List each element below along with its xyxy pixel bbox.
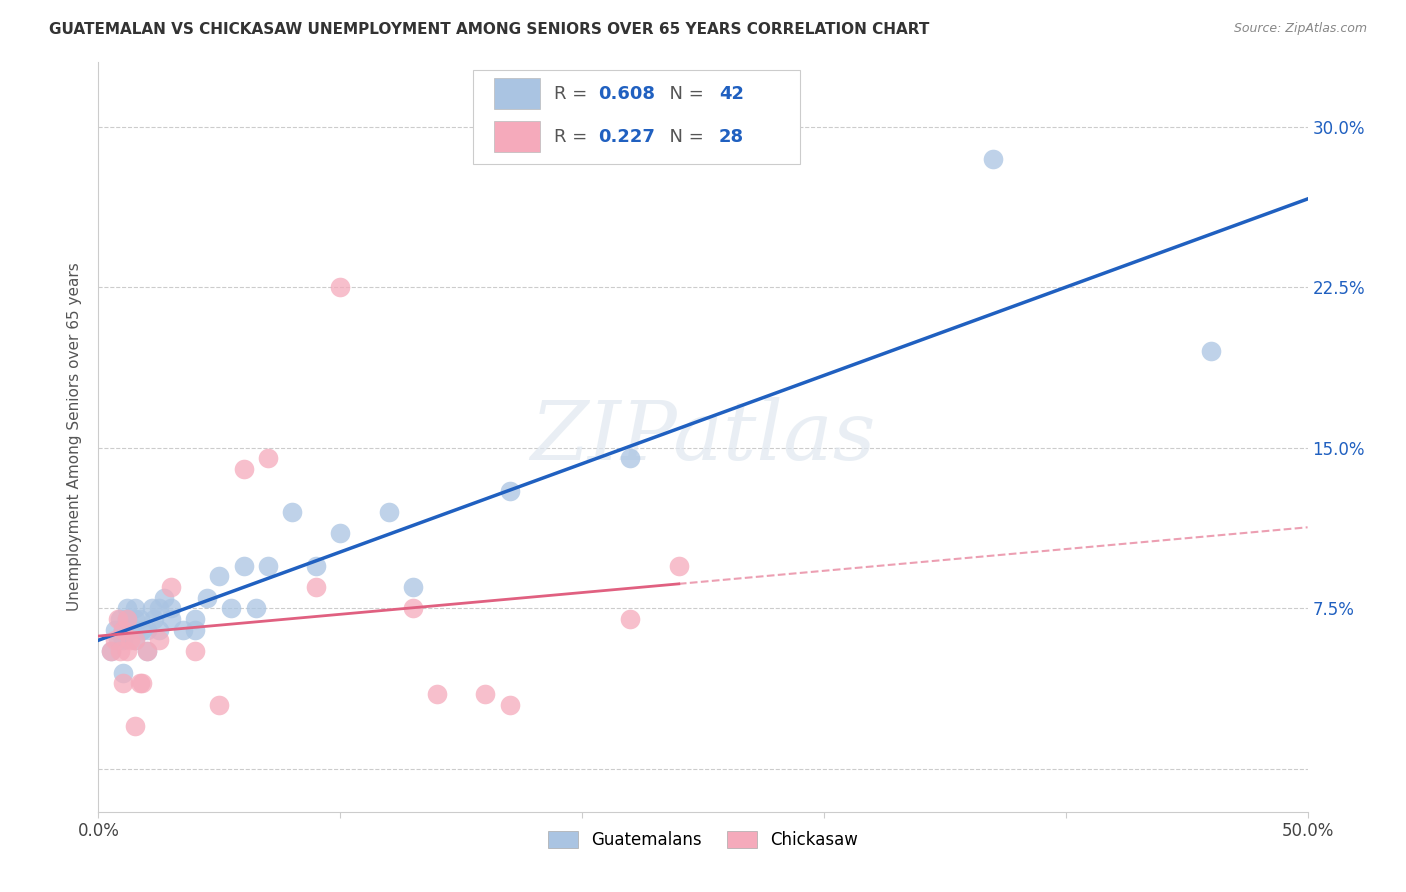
Point xyxy=(124,633,146,648)
Point xyxy=(104,633,127,648)
Point xyxy=(305,558,328,573)
Point xyxy=(124,633,146,648)
Text: 28: 28 xyxy=(718,128,744,145)
Point xyxy=(256,451,278,466)
Text: 0.608: 0.608 xyxy=(598,85,655,103)
Point xyxy=(135,623,157,637)
Point xyxy=(148,623,170,637)
Point xyxy=(305,580,328,594)
Point xyxy=(131,676,153,690)
Point xyxy=(124,612,146,626)
Point xyxy=(141,601,163,615)
Point xyxy=(108,612,131,626)
Point xyxy=(107,633,129,648)
Text: N =: N = xyxy=(658,128,710,145)
Point xyxy=(256,558,278,573)
Point xyxy=(474,687,496,701)
Point xyxy=(184,644,207,658)
Text: R =: R = xyxy=(554,85,593,103)
Text: Source: ZipAtlas.com: Source: ZipAtlas.com xyxy=(1233,22,1367,36)
Bar xyxy=(494,121,540,153)
Point xyxy=(148,633,170,648)
Text: N =: N = xyxy=(658,85,710,103)
Point xyxy=(160,612,183,626)
Point xyxy=(117,612,139,626)
Point xyxy=(981,152,1004,166)
Text: ZIPatlas: ZIPatlas xyxy=(530,397,876,477)
Point xyxy=(498,698,520,712)
Point xyxy=(619,612,641,626)
FancyBboxPatch shape xyxy=(474,70,800,163)
Point xyxy=(184,612,207,626)
Point xyxy=(208,569,231,583)
Point xyxy=(619,451,641,466)
Bar xyxy=(494,78,540,109)
Point xyxy=(124,719,146,733)
Point xyxy=(117,644,139,658)
Point xyxy=(377,505,399,519)
Point xyxy=(111,676,134,690)
Point xyxy=(108,644,131,658)
Point xyxy=(107,612,129,626)
Point xyxy=(117,601,139,615)
Point xyxy=(118,623,141,637)
Point xyxy=(232,462,254,476)
Point xyxy=(118,633,141,648)
Point xyxy=(426,687,449,701)
Point xyxy=(128,612,150,626)
Point xyxy=(152,591,174,605)
Point xyxy=(184,623,207,637)
Point xyxy=(195,591,218,605)
Point xyxy=(668,558,690,573)
Point xyxy=(245,601,267,615)
Text: 42: 42 xyxy=(718,85,744,103)
Point xyxy=(329,280,352,294)
Point xyxy=(128,676,150,690)
Point xyxy=(208,698,231,712)
Point xyxy=(329,526,352,541)
Y-axis label: Unemployment Among Seniors over 65 years: Unemployment Among Seniors over 65 years xyxy=(67,263,83,611)
Point xyxy=(111,633,134,648)
Point xyxy=(124,601,146,615)
Point xyxy=(111,665,134,680)
Point xyxy=(135,644,157,658)
Point xyxy=(148,601,170,615)
Point xyxy=(143,612,166,626)
Point xyxy=(281,505,304,519)
Point xyxy=(160,580,183,594)
Point xyxy=(402,601,425,615)
Point xyxy=(221,601,243,615)
Text: R =: R = xyxy=(554,128,593,145)
Point xyxy=(131,623,153,637)
Point xyxy=(402,580,425,594)
Point xyxy=(160,601,183,615)
Legend: Guatemalans, Chickasaw: Guatemalans, Chickasaw xyxy=(541,824,865,855)
Point xyxy=(111,623,134,637)
Text: 0.227: 0.227 xyxy=(598,128,655,145)
Point xyxy=(117,612,139,626)
Point xyxy=(498,483,520,498)
Point xyxy=(100,644,122,658)
Point xyxy=(111,623,134,637)
Point xyxy=(104,623,127,637)
Point xyxy=(1199,344,1222,359)
Text: GUATEMALAN VS CHICKASAW UNEMPLOYMENT AMONG SENIORS OVER 65 YEARS CORRELATION CHA: GUATEMALAN VS CHICKASAW UNEMPLOYMENT AMO… xyxy=(49,22,929,37)
Point xyxy=(172,623,194,637)
Point xyxy=(232,558,254,573)
Point xyxy=(100,644,122,658)
Point xyxy=(135,644,157,658)
